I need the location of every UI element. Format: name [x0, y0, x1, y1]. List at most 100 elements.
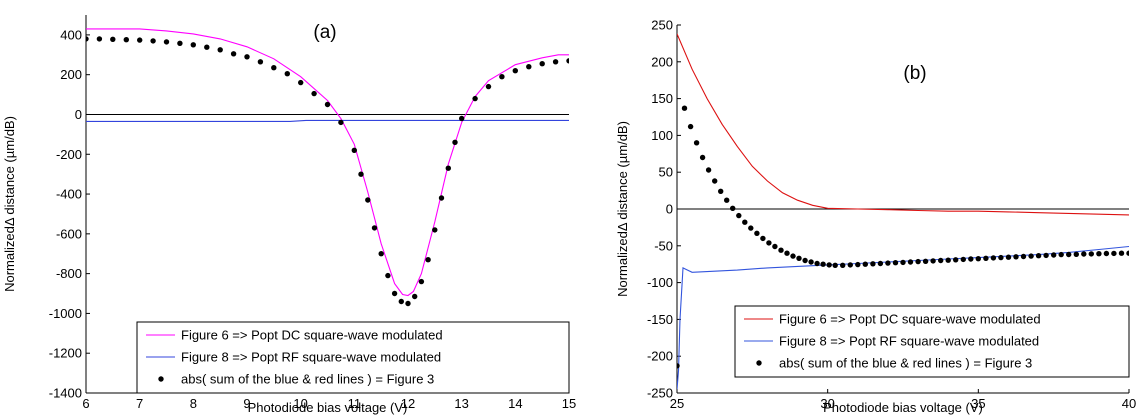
y-tick-label: 0 [666, 202, 673, 217]
y-tick-label: 200 [60, 67, 82, 82]
x-tick-label: 8 [190, 396, 197, 411]
data-point [766, 240, 772, 246]
data-point [405, 300, 411, 307]
data-point [512, 68, 518, 74]
y-axis-label: NormalizedΔ distance (µm/dB) [615, 121, 630, 297]
data-point [915, 258, 921, 265]
data-point [472, 95, 478, 102]
data-point [1035, 253, 1042, 259]
data-point [1051, 252, 1057, 258]
legend-box [734, 305, 1130, 378]
y-tick-label: -250 [647, 386, 673, 401]
data-point [566, 58, 569, 64]
data-point [760, 235, 766, 242]
legend-marker-swatch [158, 376, 164, 382]
data-point [847, 262, 853, 268]
data-point [826, 262, 832, 268]
data-point [499, 74, 505, 80]
data-point [1088, 251, 1095, 257]
data-point [190, 42, 196, 48]
data-point [365, 197, 371, 203]
x-tick-label: 12 [401, 396, 415, 411]
data-point [968, 256, 974, 262]
y-tick-label: -1200 [49, 346, 82, 361]
x-axis-label: Photodiode bias voltage (V) [823, 400, 983, 415]
data-point [790, 253, 796, 259]
data-point [900, 259, 906, 266]
data-point [398, 298, 404, 305]
data-point [1081, 251, 1087, 257]
data-point [1028, 253, 1034, 259]
data-point [945, 257, 951, 263]
data-point [712, 178, 718, 184]
data-point [862, 261, 868, 267]
data-point [271, 65, 277, 71]
panel-label: (a) [313, 22, 336, 43]
data-point [705, 167, 712, 173]
data-point [1118, 250, 1125, 256]
y-tick-label: -200 [56, 147, 82, 162]
data-point [907, 259, 914, 265]
data-point [832, 262, 838, 268]
chart-panel-a: 6 7 8 9 10 11 12 13 14 15 -1400 -1200 -1000 -800 -600 -… [2, 15, 576, 415]
legend-entry-label: Figure 6 => Popt DC square-wave modulate… [779, 312, 1041, 327]
data-point [922, 258, 929, 264]
y-tick-label: 0 [75, 107, 82, 122]
data-point [311, 90, 317, 97]
y-axis-label: NormalizedΔ distance (µm/dB) [2, 116, 17, 292]
y-tick-label: -200 [647, 349, 673, 364]
data-point [298, 79, 304, 86]
y-tick-label: 250 [651, 18, 673, 33]
data-point [110, 36, 116, 42]
legend-entry-label: Figure 8 => Popt RF square-wave modulate… [181, 350, 441, 365]
data-point [284, 71, 290, 77]
data-point [459, 115, 465, 122]
data-point [975, 256, 981, 262]
data-point [699, 154, 706, 161]
data-point [432, 227, 438, 233]
data-point [163, 39, 170, 45]
legend-marker-swatch [756, 360, 762, 366]
data-point [86, 36, 89, 42]
data-point [892, 260, 899, 266]
data-point [539, 61, 545, 67]
y-tick-label: -1400 [49, 386, 82, 401]
y-tick-label: 400 [60, 27, 82, 42]
data-point [1013, 254, 1019, 260]
x-tick-label: 11 [348, 396, 362, 411]
y-tick-label: -1000 [49, 306, 82, 321]
series-line [86, 119, 569, 122]
data-point [953, 257, 959, 263]
data-point [418, 278, 425, 285]
y-tick-label: -400 [56, 187, 82, 202]
y-tick-label: -800 [56, 266, 82, 281]
data-point [385, 272, 391, 279]
data-point [802, 257, 808, 264]
y-tick-label: 100 [651, 128, 673, 143]
data-point [983, 255, 989, 261]
data-point [217, 47, 223, 53]
y-tick-label: -150 [647, 312, 673, 327]
legend-entry-label: abs( sum of the blue & red lines ) = Fig… [181, 372, 434, 387]
data-point [754, 230, 760, 236]
legend-entry-label: Figure 8 => Popt RF square-wave modulate… [779, 334, 1039, 349]
data-point [552, 59, 559, 65]
data-point [230, 51, 237, 57]
y-tick-label: -600 [56, 226, 82, 241]
x-tick-label: 6 [82, 396, 89, 411]
data-point [438, 195, 445, 201]
data-point [425, 257, 431, 263]
data-point [1043, 252, 1049, 259]
data-point [681, 105, 688, 111]
data-point [445, 165, 451, 171]
data-point [840, 262, 846, 268]
data-point [485, 83, 492, 90]
x-tick-label: 35 [971, 396, 985, 411]
data-point [96, 36, 103, 42]
data-point [137, 37, 143, 43]
legend-box [136, 321, 570, 394]
plot-area [677, 33, 1129, 390]
data-point [378, 251, 384, 257]
legend: Figure 6 => Popt DC square-wave modulate… [136, 321, 570, 394]
x-tick-label: 7 [136, 396, 143, 411]
